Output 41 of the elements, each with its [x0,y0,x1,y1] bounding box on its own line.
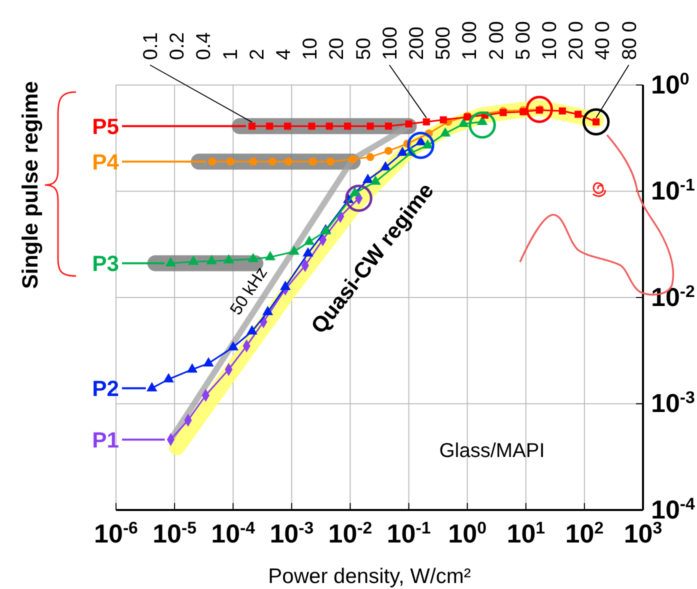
text: 2 00 [486,21,508,60]
text: 0.2 [166,32,189,60]
text: Single pulse regime [18,81,43,289]
x-tick-label: 10$^{-1}$ [386,518,431,548]
x-tick-label: 10$^{-5}$ [152,518,197,548]
text: 500 [432,26,455,60]
x-tick-label: 10$^{2}$ [565,518,604,548]
text: 1 [220,48,242,60]
text: 50 [352,38,375,60]
text: 50 kHz [226,264,272,318]
legend-label: P4 [92,149,120,174]
y-tick-label: 10$^{-2}$ [651,281,695,312]
text: P5 [92,114,119,139]
text: 2 [246,48,268,60]
x-tick-label: 10$^{0}$ [448,518,486,548]
y-tick-label: 10$^{-3}$ [651,388,695,418]
x-axis-title: Power density, W/cm² [268,565,471,588]
annotation: 80 0 [618,21,641,60]
text: 0.4 [193,32,216,60]
annotation: Glass/MAPI [439,440,545,462]
text: 200 [406,26,428,60]
text: 20 [326,38,348,60]
x-tick-label: 10$^{1}$ [506,518,546,548]
legend-label: P1 [92,427,119,452]
annotation: 100 [379,26,402,60]
y-tick-label: 10$^{0}$ [651,68,690,100]
text: 1 00 [459,21,482,60]
text: 20 0 [566,21,588,60]
text: 40 0 [592,21,614,60]
text: 5 00 [512,21,534,60]
legend-label: P3 [92,250,119,276]
text: 4 [273,48,295,60]
y-tick-label: 10$^{-1}$ [651,175,695,206]
x-tick-label: 10$^{-4}$ [211,518,256,548]
x-tick-label: 10$^{-3}$ [270,518,314,548]
x-tick-label: 10$^{-6}$ [94,518,138,548]
annotation: 0.1 [140,32,162,60]
text: 10 [300,38,322,60]
legend-label: P2 [92,376,119,401]
x-tick-label: 10$^{-2}$ [328,518,372,548]
text: 10 0 [539,21,561,60]
